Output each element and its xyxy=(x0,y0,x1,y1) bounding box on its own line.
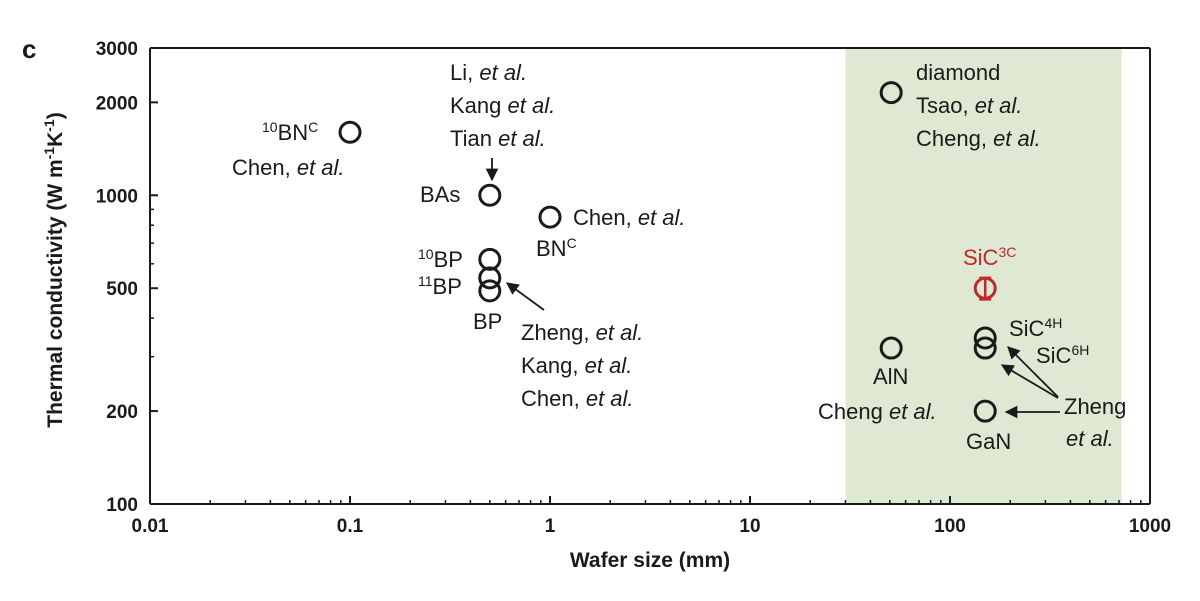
label-sic3c: SiC3C xyxy=(963,244,1016,270)
x-tick-label: 0.01 xyxy=(132,516,169,537)
label-bas: BAs xyxy=(420,182,460,207)
label-aln: AlN xyxy=(873,364,908,389)
point-sic6h xyxy=(973,336,997,360)
label-cheng2: Cheng et al. xyxy=(818,399,937,424)
label-chen3: Chen, et al. xyxy=(521,386,634,411)
y-tick-label: 200 xyxy=(106,402,138,423)
label-tsao: Tsao, et al. xyxy=(916,93,1022,118)
point-aln xyxy=(879,336,903,360)
label-cheng1: Cheng, et al. xyxy=(916,126,1041,151)
point-bas xyxy=(478,183,502,207)
label-zheng1: Zheng, et al. xyxy=(521,320,643,345)
label-sic4h: SiC4H xyxy=(1009,315,1062,341)
point-sic4h xyxy=(973,326,997,350)
point-10bnc xyxy=(338,120,362,144)
point-sic3c xyxy=(973,276,997,300)
label-zheng2-etal: et al. xyxy=(1066,426,1114,451)
arrow-to-sic4h xyxy=(1007,346,1059,398)
x-axis-title: Wafer size (mm) xyxy=(570,549,730,572)
y-tick-label: 2000 xyxy=(96,93,138,114)
label-10bp: 10BP xyxy=(418,246,463,272)
y-axis-title: Thermal conductivity (W m-1K-1) xyxy=(41,112,67,427)
x-tick-label: 100 xyxy=(934,516,966,537)
annotations: 10BNC Chen, et al. Li, et al. Kang et al… xyxy=(232,60,1126,454)
label-11bp: 11BP xyxy=(418,273,462,299)
label-bnc-ref: Chen, et al. xyxy=(573,205,686,230)
label-zheng2: Zheng xyxy=(1064,394,1126,419)
point-bp xyxy=(478,279,502,303)
point-bnc xyxy=(538,205,562,229)
point-gan xyxy=(973,399,997,423)
x-tick-label: 10 xyxy=(739,516,760,537)
y-axis-ticks: 100 200 500 1000 2000 3000 xyxy=(96,39,158,516)
label-10bnc: 10BNC xyxy=(262,119,318,145)
point-diamond xyxy=(879,81,903,105)
point-10bp xyxy=(478,247,502,271)
data-points xyxy=(338,81,997,423)
label-li: Li, et al. xyxy=(450,60,527,85)
label-tian: Tian et al. xyxy=(450,126,546,151)
label-kang1: Kang et al. xyxy=(450,93,555,118)
shaded-region xyxy=(845,48,1122,504)
x-tick-label: 1000 xyxy=(1129,516,1171,537)
label-kang2: Kang, et al. xyxy=(521,353,632,378)
arrow-to-bp xyxy=(505,282,545,311)
plot-frame xyxy=(149,47,1151,505)
y-tick-label: 1000 xyxy=(96,186,138,207)
label-sic6h: SiC6H xyxy=(1036,342,1089,368)
x-axis-ticks: 0.01 0.1 1 10 100 1000 xyxy=(132,496,1171,537)
y-tick-label: 3000 xyxy=(96,39,138,60)
label-bnc: BNC xyxy=(536,235,577,261)
arrow-to-sic6h xyxy=(1000,364,1059,399)
label-10bnc-ref: Chen, et al. xyxy=(232,155,345,180)
label-gan: GaN xyxy=(966,429,1011,454)
y-tick-label: 500 xyxy=(106,279,138,300)
point-11bp xyxy=(478,266,502,290)
panel-label: c xyxy=(22,34,36,64)
x-tick-label: 0.1 xyxy=(337,516,364,537)
y-tick-label: 100 xyxy=(106,495,138,516)
label-bp: BP xyxy=(473,309,502,334)
arrows xyxy=(485,158,1060,419)
label-diamond: diamond xyxy=(916,60,1000,85)
x-tick-label: 1 xyxy=(545,516,556,537)
